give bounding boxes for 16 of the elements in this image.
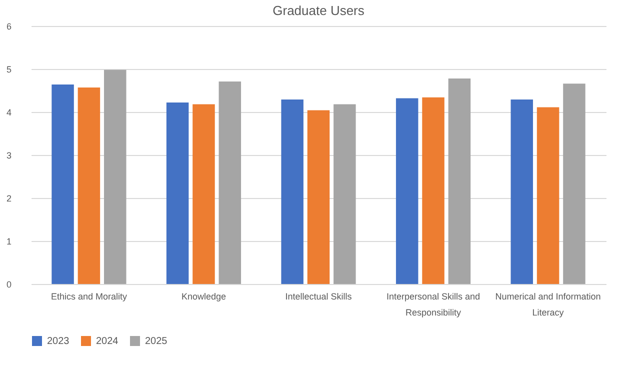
y-tick-label: 6 xyxy=(6,22,12,32)
x-tick-label: Knowledge xyxy=(181,292,226,302)
x-tick-label: Intellectual Skills xyxy=(285,292,352,302)
y-tick-label: 5 xyxy=(6,64,12,74)
x-tick-label: Interpersonal Skills and Responsibility xyxy=(386,292,480,318)
legend-label: 2023 xyxy=(47,336,70,347)
legend-label: 2024 xyxy=(96,336,119,347)
x-tick-label: Numerical and Information Literacy xyxy=(495,292,601,318)
legend-label: 2025 xyxy=(145,336,168,347)
y-tick-label: 2 xyxy=(6,194,12,204)
y-tick-label: 4 xyxy=(6,108,12,118)
y-tick-label: 1 xyxy=(6,236,12,246)
x-tick-label: Ethics and Morality xyxy=(50,292,128,302)
y-tick-label: 0 xyxy=(6,280,12,290)
y-tick-label: 3 xyxy=(6,150,12,160)
chart-title: Graduate Users xyxy=(272,3,365,18)
